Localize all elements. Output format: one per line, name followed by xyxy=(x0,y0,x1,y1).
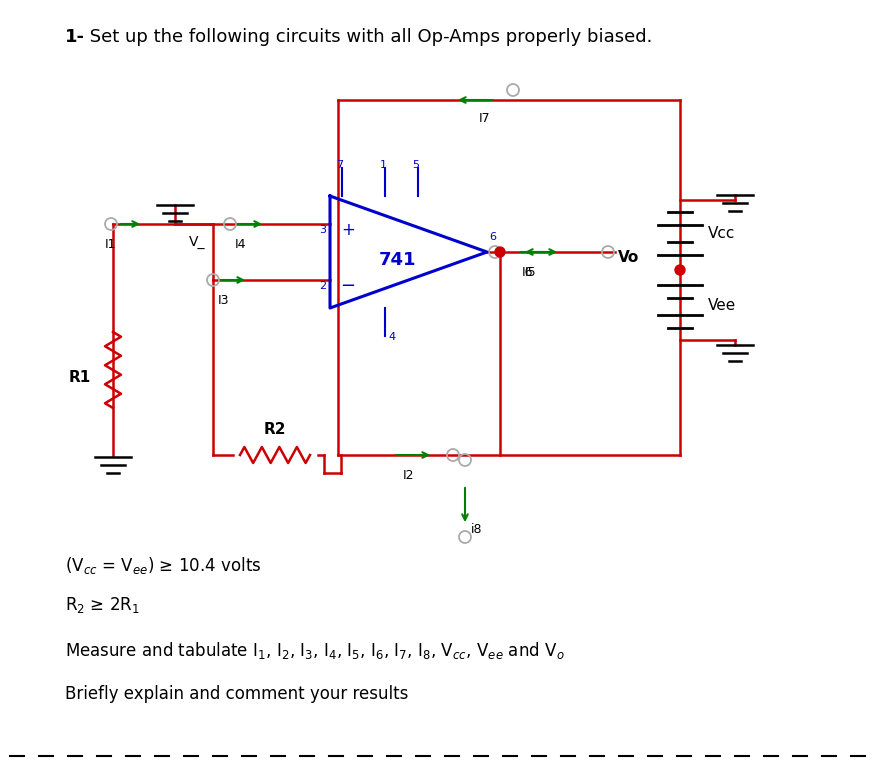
Text: R2: R2 xyxy=(263,422,286,437)
Text: i8: i8 xyxy=(471,523,482,536)
Text: I2: I2 xyxy=(403,469,415,482)
Text: I6: I6 xyxy=(522,266,534,279)
Text: 1: 1 xyxy=(380,160,387,170)
Text: Vo: Vo xyxy=(618,250,640,266)
Text: I7: I7 xyxy=(479,112,491,125)
Text: R1: R1 xyxy=(69,371,91,385)
Text: V_: V_ xyxy=(189,235,206,249)
Text: Set up the following circuits with all Op-Amps properly biased.: Set up the following circuits with all O… xyxy=(84,28,653,46)
Text: 4: 4 xyxy=(388,332,396,342)
Circle shape xyxy=(495,247,505,257)
Text: Vee: Vee xyxy=(708,299,736,313)
Text: 7: 7 xyxy=(336,160,344,170)
Text: 5: 5 xyxy=(412,160,419,170)
Text: I3: I3 xyxy=(218,294,229,307)
Text: I4: I4 xyxy=(235,238,247,251)
Text: I5: I5 xyxy=(525,266,536,279)
Text: R$_2$ ≥ 2R$_1$: R$_2$ ≥ 2R$_1$ xyxy=(65,595,140,615)
Text: −: − xyxy=(340,277,355,295)
Text: 2: 2 xyxy=(318,281,326,291)
Text: (V$_{cc}$ = V$_{ee}$) ≥ 10.4 volts: (V$_{cc}$ = V$_{ee}$) ≥ 10.4 volts xyxy=(65,555,262,576)
Text: Measure and tabulate I$_1$, I$_2$, I$_3$, I$_4$, I$_5$, I$_6$, I$_7$, I$_8$, V$_: Measure and tabulate I$_1$, I$_2$, I$_3$… xyxy=(65,640,564,661)
Text: +: + xyxy=(341,221,355,239)
Text: Vcc: Vcc xyxy=(708,225,735,241)
Text: Briefly explain and comment your results: Briefly explain and comment your results xyxy=(65,685,409,703)
Text: 1-: 1- xyxy=(65,28,85,46)
Text: 3: 3 xyxy=(319,225,326,235)
Text: 6: 6 xyxy=(489,232,496,242)
Text: 741: 741 xyxy=(379,251,416,269)
Text: I1: I1 xyxy=(105,238,116,251)
Circle shape xyxy=(675,265,685,275)
